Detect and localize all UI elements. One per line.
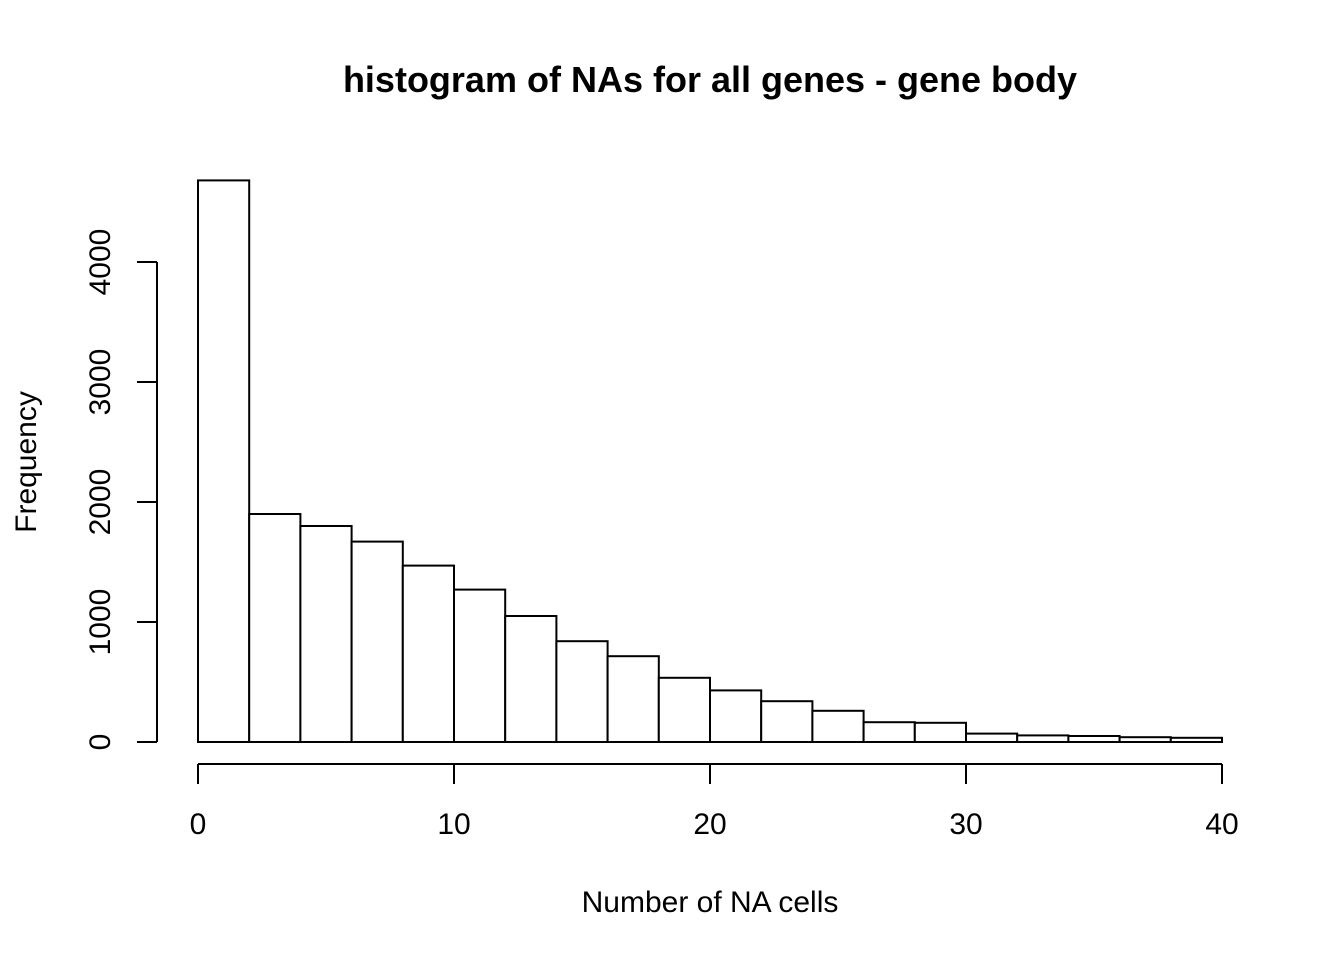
histogram-bar (965, 732, 1019, 743)
y-tick-label: 1000 (84, 589, 117, 656)
histogram-bar (862, 721, 916, 744)
histogram-bar (760, 700, 814, 744)
histogram-bar (453, 588, 507, 743)
histogram-bar (1016, 734, 1070, 744)
y-tick-label: 3000 (84, 349, 117, 416)
histogram-bar (913, 721, 967, 743)
histogram-bar (606, 655, 660, 744)
histogram-bar (401, 564, 455, 743)
histogram-bar (504, 615, 558, 743)
histogram-bar (555, 640, 609, 744)
x-tick-label: 10 (437, 808, 470, 841)
y-tick-label: 4000 (84, 229, 117, 296)
x-tick-label: 0 (190, 808, 207, 841)
x-tick-label: 40 (1205, 808, 1238, 841)
x-tick-label: 30 (949, 808, 982, 841)
histogram-bar (657, 676, 711, 743)
histogram-bar (350, 540, 404, 743)
x-tick-label: 20 (693, 808, 726, 841)
histogram-bar (248, 513, 302, 743)
histogram-bar (1118, 736, 1172, 744)
x-axis-label: Number of NA cells (582, 886, 839, 919)
histogram-bar (811, 709, 865, 743)
y-tick-label: 0 (84, 734, 117, 751)
y-axis: 0 1000 2000 3000 4000 (84, 229, 158, 751)
chart-title: histogram of NAs for all genes - gene bo… (343, 59, 1077, 100)
y-axis-label: Frequency (10, 391, 43, 533)
histogram-bar (197, 179, 251, 743)
histogram-bar (1067, 735, 1121, 743)
x-axis: 0 10 20 30 40 (190, 763, 1239, 841)
histogram-bar (709, 689, 763, 744)
y-tick-label: 2000 (84, 469, 117, 536)
histogram-bars (197, 179, 1224, 744)
histogram-bar (1169, 736, 1224, 743)
histogram-bar (299, 525, 353, 743)
